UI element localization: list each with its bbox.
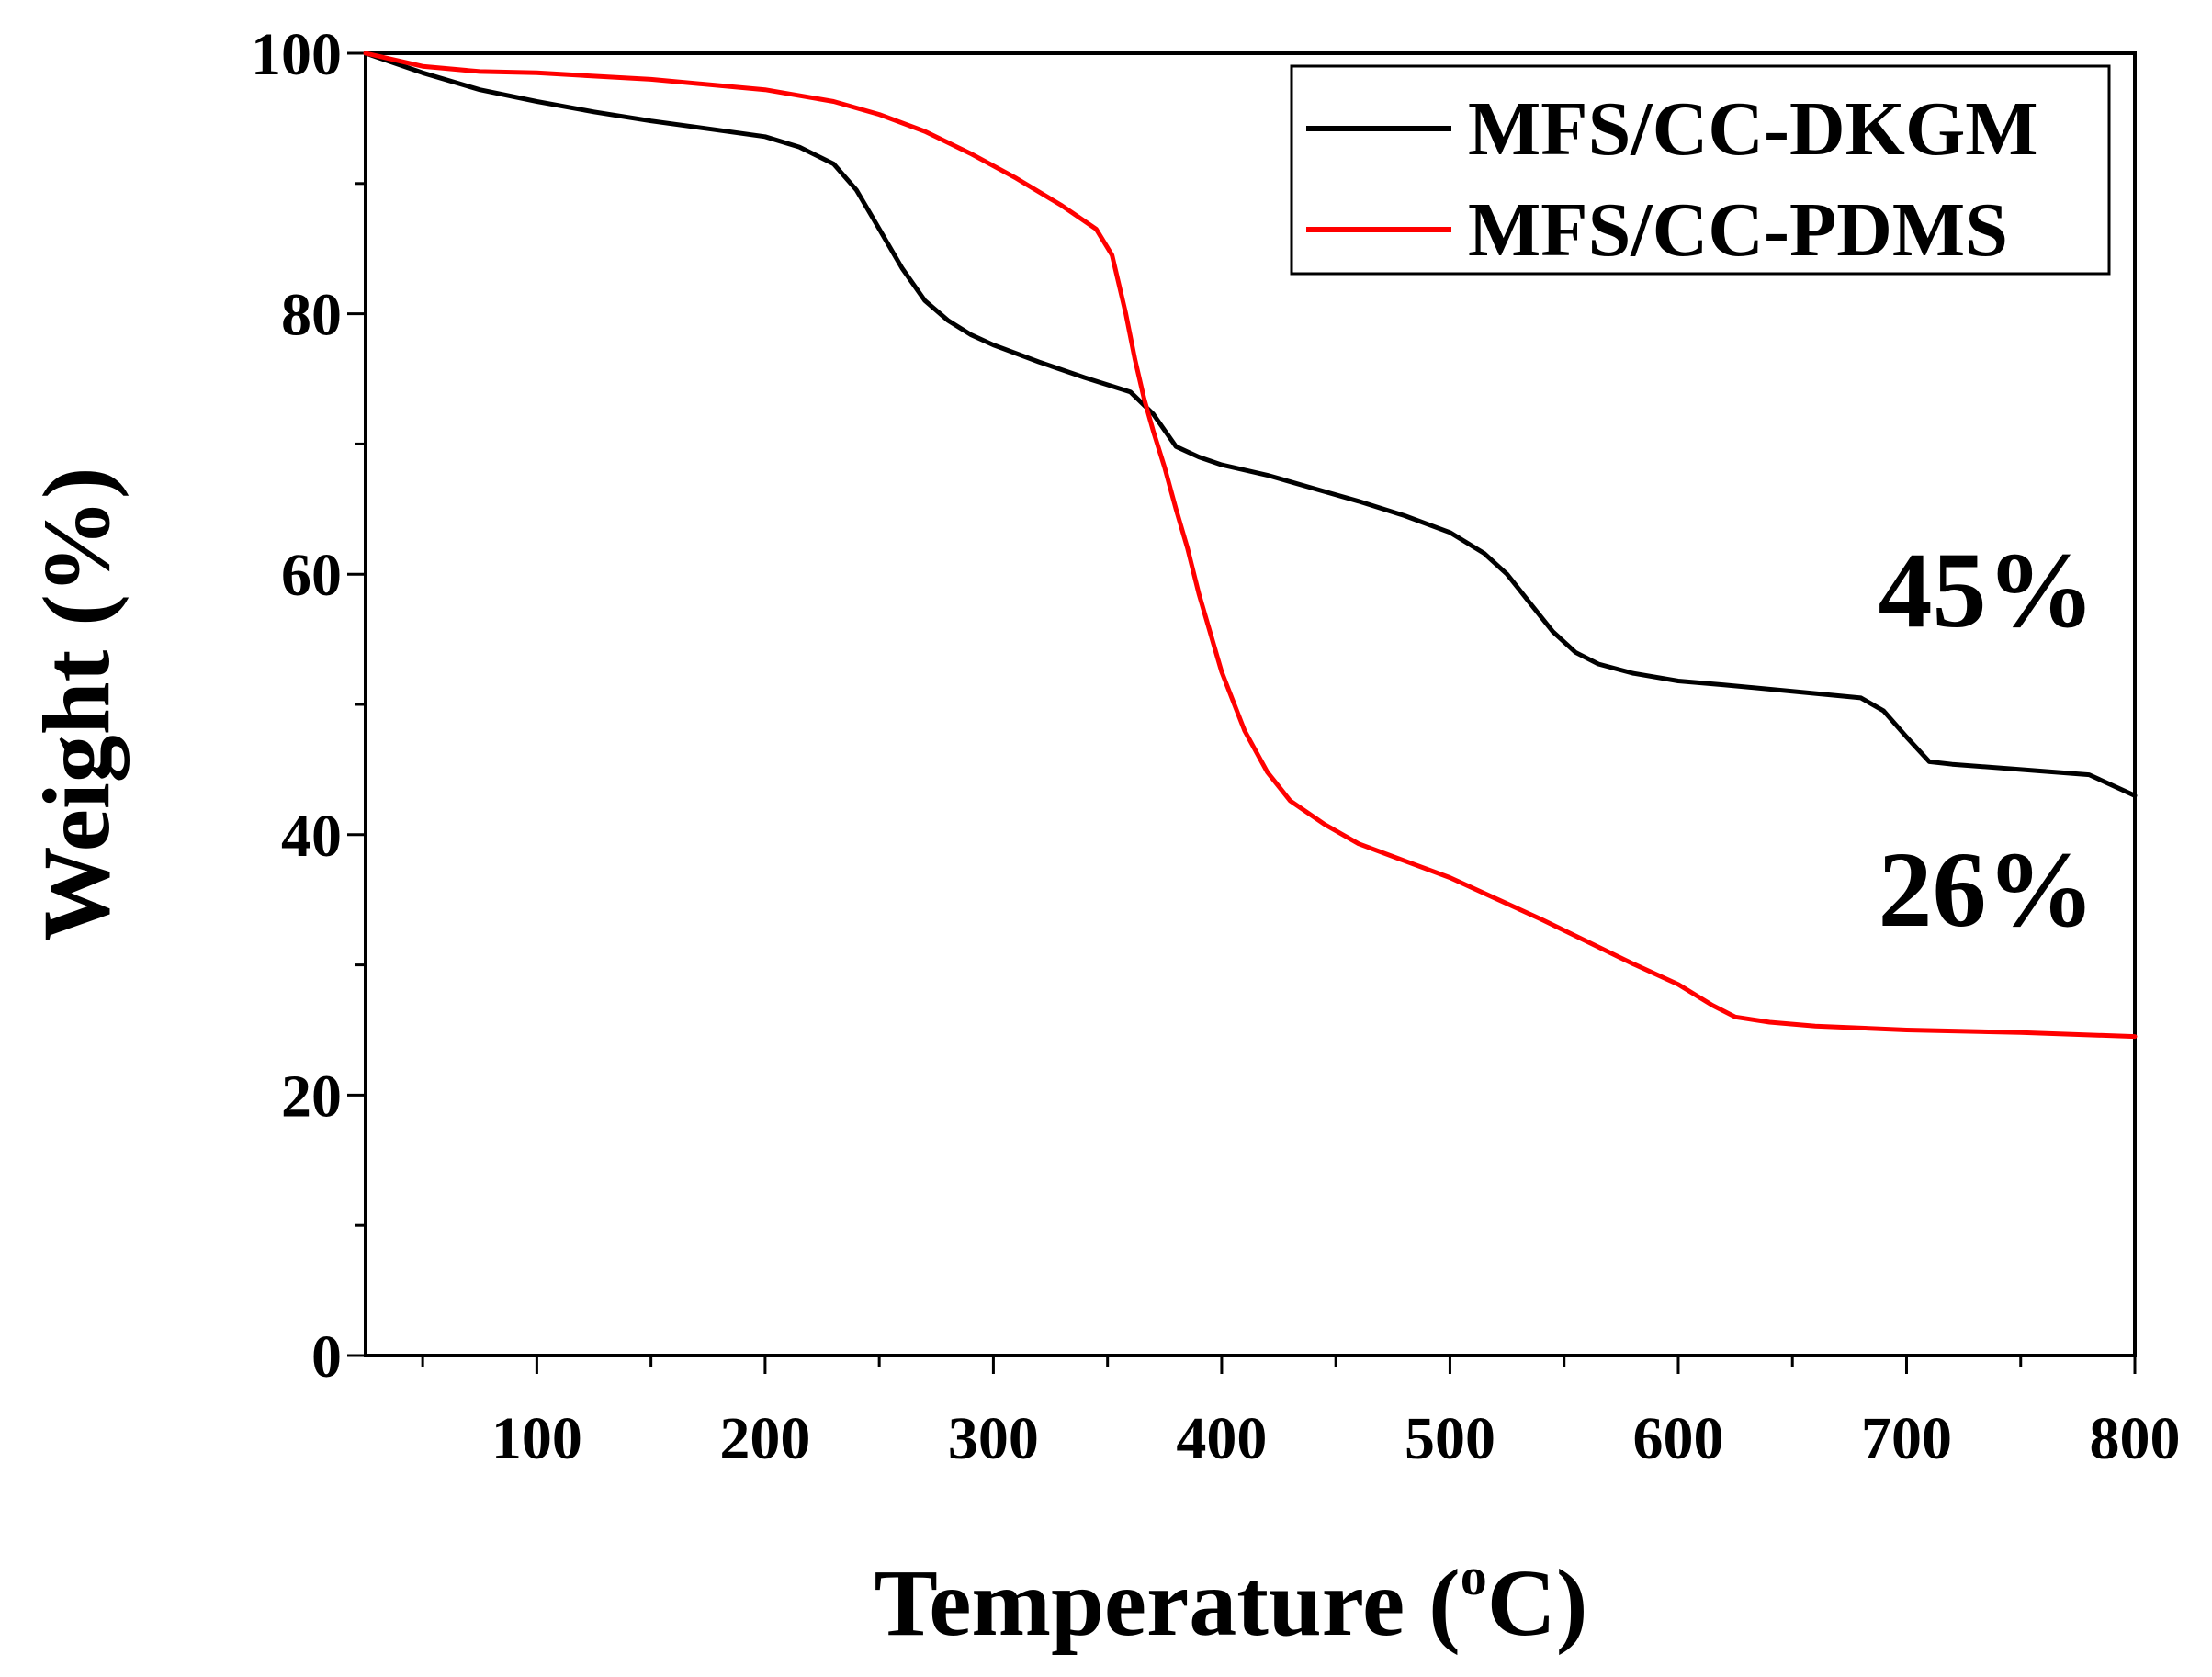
x-tick-label: 300: [948, 1405, 1039, 1472]
x-axis-title-main: Temperature (: [874, 1550, 1460, 1656]
residue-label-dkgm: 45%: [1878, 530, 2094, 650]
x-tick-label: 100: [491, 1405, 582, 1472]
y-tick-label: 100: [251, 21, 342, 88]
x-tick-label: 700: [1861, 1405, 1952, 1472]
legend-box: [1290, 64, 2111, 276]
x-axis-title-degree: o: [1461, 1547, 1487, 1606]
x-axis-title: Temperature (oC): [874, 1547, 1587, 1656]
legend-label-mfs-cc-pdms: MFS/CC-PDMS: [1468, 187, 2008, 273]
series-layer: [363, 51, 2138, 1040]
y-tick-label: 20: [281, 1063, 342, 1130]
legend-label-mfs-cc-dkgm: MFS/CC-DKGM: [1468, 86, 2038, 172]
y-axis-title: Weight (%): [24, 467, 130, 941]
series-line-mfs-cc-pdms: [363, 51, 2138, 1040]
y-tick-label: 40: [281, 803, 342, 870]
x-tick-label: 400: [1176, 1405, 1267, 1472]
legend: MFS/CC-DKGM MFS/CC-PDMS: [1290, 64, 2111, 276]
x-tick-label: 800: [2090, 1405, 2181, 1472]
residue-label-pdms: 26%: [1878, 829, 2094, 950]
x-tick-label: 600: [1632, 1405, 1723, 1472]
x-axis-ticks: 100 200 300 400 500 600 700 800: [421, 1356, 2181, 1472]
x-tick-label: 500: [1405, 1405, 1495, 1472]
y-tick-label: 60: [281, 542, 342, 609]
series-line-mfs-cc-dkgm: [363, 51, 2138, 798]
x-axis-title-unit: C): [1487, 1550, 1588, 1656]
x-tick-label: 200: [719, 1405, 810, 1472]
y-tick-label: 80: [281, 282, 342, 349]
y-tick-label: 0: [311, 1323, 342, 1390]
y-axis-ticks: 0 20 40 60 80 100: [251, 21, 366, 1390]
